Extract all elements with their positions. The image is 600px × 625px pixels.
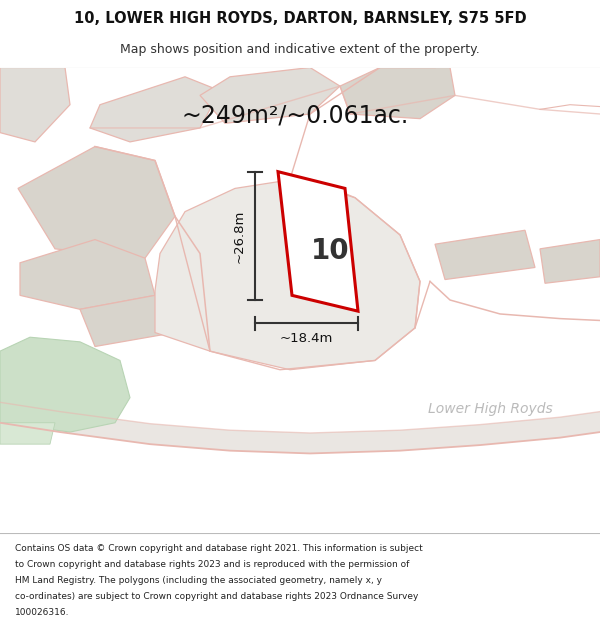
Polygon shape [155, 179, 420, 370]
Text: to Crown copyright and database rights 2023 and is reproduced with the permissio: to Crown copyright and database rights 2… [15, 560, 409, 569]
Polygon shape [0, 402, 600, 454]
Polygon shape [20, 239, 155, 309]
Text: Map shows position and indicative extent of the property.: Map shows position and indicative extent… [120, 44, 480, 56]
Polygon shape [200, 68, 340, 123]
Polygon shape [435, 230, 535, 279]
Polygon shape [340, 68, 455, 119]
Text: ~249m²/~0.061ac.: ~249m²/~0.061ac. [181, 104, 409, 128]
Polygon shape [90, 77, 220, 142]
Text: 10: 10 [311, 237, 350, 265]
Polygon shape [0, 68, 70, 142]
Text: Contains OS data © Crown copyright and database right 2021. This information is : Contains OS data © Crown copyright and d… [15, 544, 423, 552]
Polygon shape [0, 422, 55, 444]
Polygon shape [0, 338, 130, 432]
Text: HM Land Registry. The polygons (including the associated geometry, namely x, y: HM Land Registry. The polygons (includin… [15, 576, 382, 585]
Text: 100026316.: 100026316. [15, 608, 70, 618]
Text: ~18.4m: ~18.4m [280, 332, 333, 344]
Text: 10, LOWER HIGH ROYDS, DARTON, BARNSLEY, S75 5FD: 10, LOWER HIGH ROYDS, DARTON, BARNSLEY, … [74, 11, 526, 26]
Polygon shape [540, 239, 600, 283]
Text: Lower High Royds: Lower High Royds [428, 402, 553, 416]
Polygon shape [278, 172, 358, 311]
Text: ~26.8m: ~26.8m [233, 209, 245, 262]
Polygon shape [80, 296, 175, 346]
Polygon shape [18, 146, 175, 258]
Text: co-ordinates) are subject to Crown copyright and database rights 2023 Ordnance S: co-ordinates) are subject to Crown copyr… [15, 592, 418, 601]
